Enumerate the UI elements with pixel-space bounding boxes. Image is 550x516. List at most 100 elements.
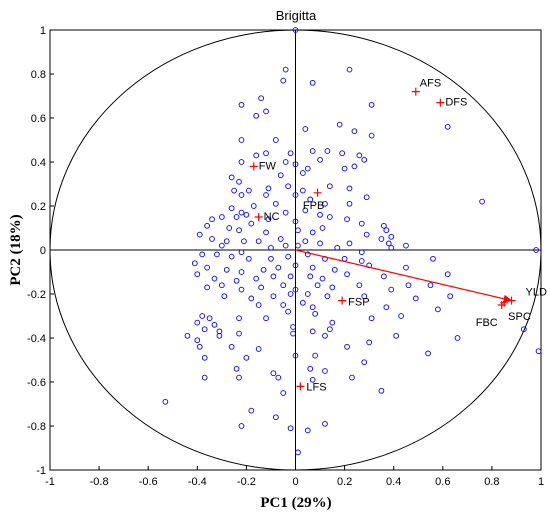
score-point — [447, 293, 454, 300]
score-point — [302, 126, 309, 132]
score-point — [238, 159, 245, 165]
loading-label: LFS — [306, 381, 326, 393]
score-point — [238, 137, 245, 143]
score-point — [228, 205, 235, 212]
score-point — [236, 330, 242, 337]
score-point — [201, 354, 208, 361]
score-point — [241, 238, 247, 245]
score-point — [277, 236, 284, 242]
score-point — [282, 159, 289, 165]
score-point — [324, 148, 331, 154]
score-point — [322, 420, 328, 427]
y-tick-label: -0.4 — [27, 333, 46, 345]
score-point — [204, 222, 210, 229]
score-point — [268, 255, 274, 262]
score-point — [287, 425, 294, 432]
x-tick-label: -0.2 — [237, 476, 256, 488]
score-point — [361, 359, 368, 366]
score-point — [238, 286, 245, 293]
score-point — [363, 231, 370, 238]
score-point — [383, 304, 390, 311]
score-point — [216, 332, 223, 339]
loading-marker — [507, 296, 516, 305]
score-point — [255, 346, 262, 352]
score-point — [292, 352, 299, 359]
x-tick-label: -1 — [45, 476, 55, 488]
score-point — [258, 284, 264, 291]
score-point — [268, 244, 274, 251]
score-point — [236, 178, 242, 185]
score-point — [162, 398, 169, 405]
x-tick-label: -0.6 — [139, 476, 158, 488]
y-axis-label: PC2 (18%) — [8, 214, 24, 285]
score-point — [236, 315, 242, 322]
score-point — [366, 339, 373, 346]
score-point — [238, 269, 245, 275]
score-point — [385, 240, 392, 247]
score-point — [219, 214, 225, 220]
y-tick-label: -0.2 — [27, 289, 46, 301]
loading-label: FPB — [303, 200, 324, 212]
score-point — [334, 244, 341, 251]
loading-marker — [436, 98, 445, 107]
score-point — [201, 326, 208, 333]
score-point — [275, 264, 282, 271]
score-point — [344, 343, 350, 350]
x-tick-label: 0.8 — [484, 476, 499, 488]
score-point — [223, 266, 230, 273]
score-point — [344, 271, 350, 278]
y-tick-labels: -1 -0.8 -0.6 -0.4 -0.2 0 0.2 0.4 0.6 0.8 1 — [27, 25, 54, 477]
score-point — [307, 273, 314, 280]
score-point — [322, 332, 328, 339]
score-point — [349, 374, 355, 381]
score-point — [196, 343, 203, 350]
score-point — [533, 247, 539, 253]
score-point — [295, 449, 301, 456]
score-point — [346, 240, 353, 247]
score-point — [314, 282, 321, 289]
score-point — [329, 284, 336, 291]
score-point — [253, 152, 260, 159]
x-tick-label: 0.6 — [435, 476, 450, 488]
loading-label: FBC — [476, 317, 498, 329]
score-point — [238, 423, 245, 429]
score-point — [307, 365, 314, 372]
score-point — [454, 335, 461, 341]
score-point — [243, 211, 250, 218]
score-point — [322, 368, 328, 374]
score-point — [238, 101, 245, 108]
y-tick-label: -0.6 — [27, 377, 46, 389]
score-point — [327, 214, 333, 220]
score-point — [263, 229, 269, 236]
score-point — [201, 374, 208, 381]
score-point — [327, 326, 333, 333]
score-point — [236, 227, 242, 234]
score-point — [307, 196, 314, 203]
loading-label: NC — [264, 211, 280, 223]
score-point — [368, 132, 375, 139]
score-point — [228, 343, 235, 350]
score-point — [292, 286, 299, 293]
score-point — [231, 187, 237, 194]
score-point — [368, 315, 375, 322]
score-point — [430, 255, 436, 262]
score-point — [300, 187, 306, 194]
score-point — [260, 266, 267, 273]
score-point — [228, 253, 235, 260]
score-point — [211, 321, 218, 328]
score-point — [194, 319, 201, 326]
score-point — [219, 282, 225, 289]
score-point — [435, 306, 441, 313]
score-point — [361, 156, 368, 163]
score-point — [214, 251, 220, 258]
score-point — [383, 227, 390, 234]
score-point — [304, 251, 311, 258]
loading-label: FSP — [348, 297, 369, 309]
score-point — [292, 192, 299, 198]
score-point — [253, 112, 260, 119]
score-point — [378, 236, 385, 242]
score-point — [378, 387, 385, 394]
score-point — [221, 293, 228, 300]
score-point — [275, 374, 282, 381]
